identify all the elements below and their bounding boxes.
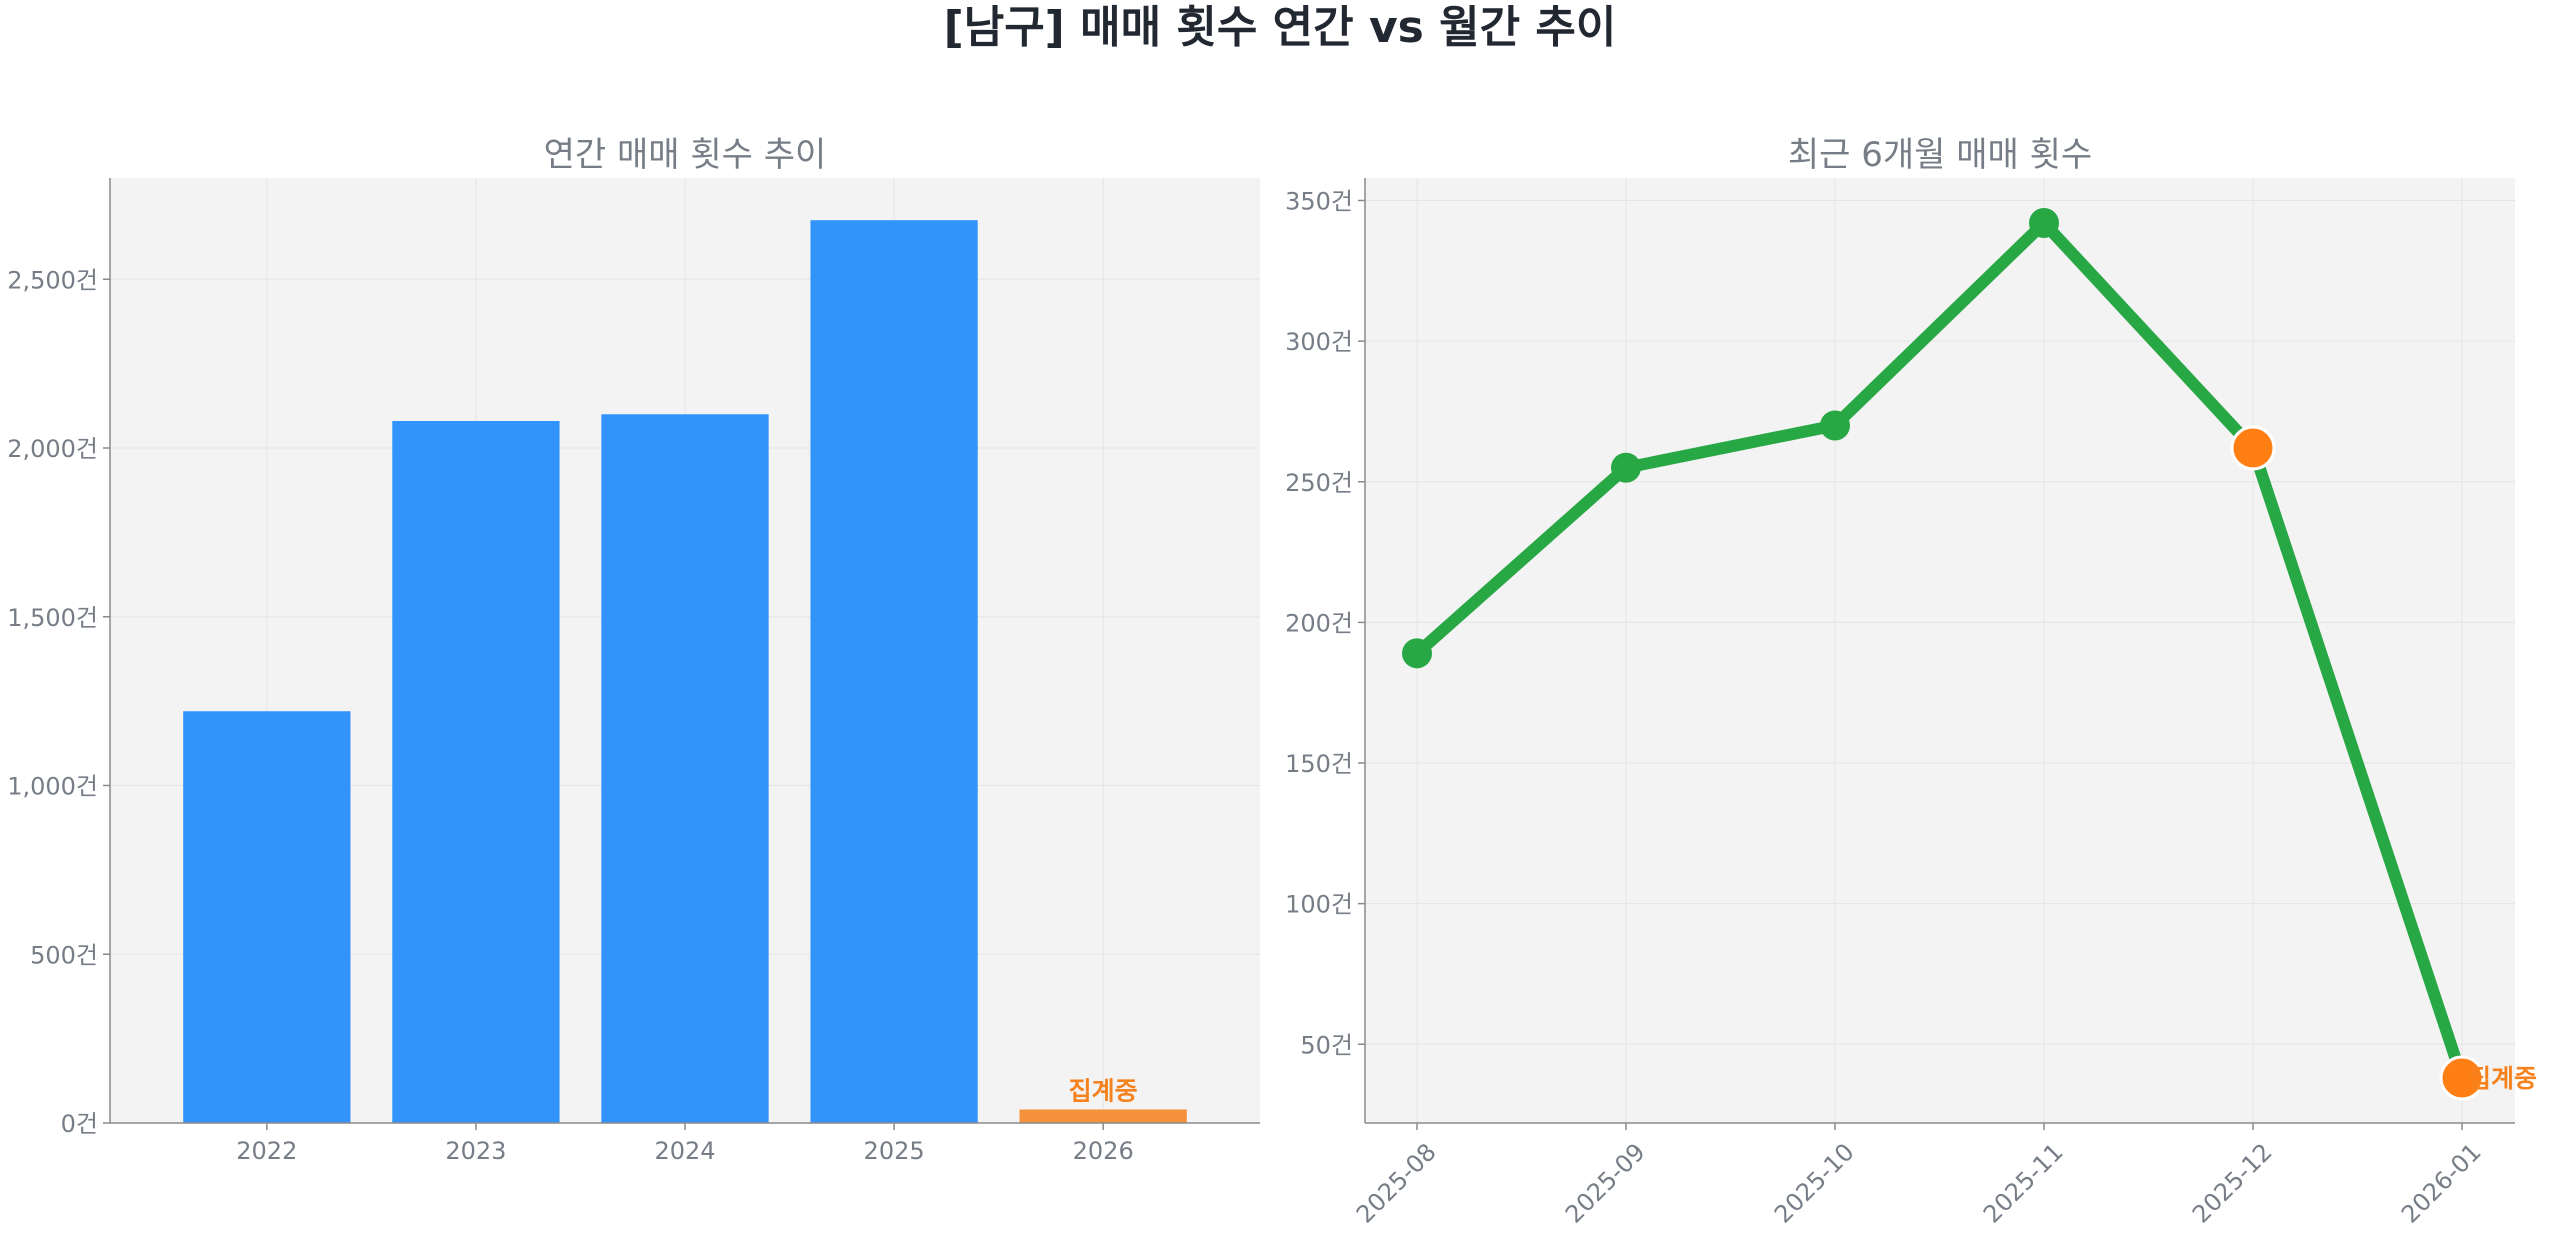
y-tick-label: 350건 [1285, 188, 1353, 216]
y-tick-label: 150건 [1285, 750, 1353, 778]
x-tick-label: 2026-01 [2396, 1138, 2487, 1229]
y-tick-label: 1,000건 [7, 773, 98, 801]
x-tick-label: 2026 [1073, 1137, 1134, 1165]
y-tick-label: 500건 [30, 941, 98, 969]
y-tick-label: 1,500건 [7, 604, 98, 632]
x-tick-label: 2025-12 [2187, 1138, 2278, 1229]
y-tick-label: 200건 [1285, 609, 1353, 637]
marker-highlight [2439, 1055, 2485, 1101]
bar-pending [1019, 1109, 1187, 1123]
y-tick-label: 2,000건 [7, 435, 98, 463]
bar [601, 414, 769, 1123]
y-tick-label: 250건 [1285, 469, 1353, 497]
x-tick-label: 2022 [236, 1137, 297, 1165]
bar [810, 220, 978, 1123]
marker-highlight [2230, 425, 2276, 471]
x-tick-label: 2025-09 [1560, 1138, 1651, 1229]
marker [1402, 638, 1432, 669]
y-tick-label: 300건 [1285, 328, 1353, 356]
marker [1611, 452, 1641, 483]
x-tick-label: 2023 [445, 1137, 506, 1165]
chart-title: 최근 6개월 매매 횟수 [1788, 135, 2092, 175]
figure-title: [남구] 매매 횟수 연간 vs 월간 추이 [944, 2, 1617, 53]
x-tick-label: 2025-10 [1769, 1138, 1860, 1229]
bar [392, 421, 560, 1123]
y-tick-label: 50건 [1300, 1031, 1353, 1059]
x-tick-label: 2024 [654, 1137, 715, 1165]
annual-bar-chart: 집계중 0건 500건 1,000건 1,500건 2,000건 2,500건 2022 202… [7, 135, 1260, 1165]
x-tick-label: 2025-08 [1351, 1138, 1442, 1229]
bar [183, 711, 351, 1123]
marker [1820, 410, 1850, 441]
series-line [1411, 217, 2468, 1084]
y-tick-label: 0건 [61, 1110, 98, 1138]
monthly-line-chart: 집계중 50건 100건 150건 200건 250건 300건 350건 2025-08 202… [1285, 135, 2537, 1229]
marker [2029, 208, 2059, 238]
pending-label: 집계중 [1069, 1077, 1138, 1106]
y-tick-label: 100건 [1285, 891, 1353, 919]
x-tick-label: 2025 [864, 1137, 925, 1165]
chart-title: 연간 매매 횟수 추이 [544, 135, 827, 175]
x-tick-label: 2025-11 [1978, 1138, 2069, 1229]
y-tick-label: 2,500건 [7, 266, 98, 294]
pending-label: 집계중 [2468, 1064, 2537, 1093]
